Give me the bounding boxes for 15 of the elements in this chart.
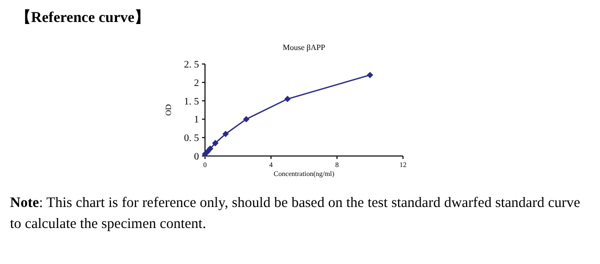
point (212, 140, 219, 146)
text: Note: This chart is for reference only, should be based on the test standard dwarfed standard curve to calculate the specimen content. (10, 194, 582, 234)
point (284, 96, 291, 102)
text: 【Reference curve】 (16, 9, 150, 26)
point (366, 72, 374, 78)
y-tick-label: 0. 5 (184, 133, 199, 144)
y-tick-label: 2 (194, 78, 199, 89)
chart-subtitle: Mouse βAPP (282, 43, 326, 52)
point (243, 116, 250, 122)
y-tick-label: 1 (194, 114, 199, 126)
y-tick-label: 2. 5 (184, 60, 199, 70)
point (206, 145, 214, 152)
y-axis-title: OD (164, 104, 173, 116)
point (222, 130, 229, 138)
y-tick-label: 1. 5 (184, 96, 199, 108)
